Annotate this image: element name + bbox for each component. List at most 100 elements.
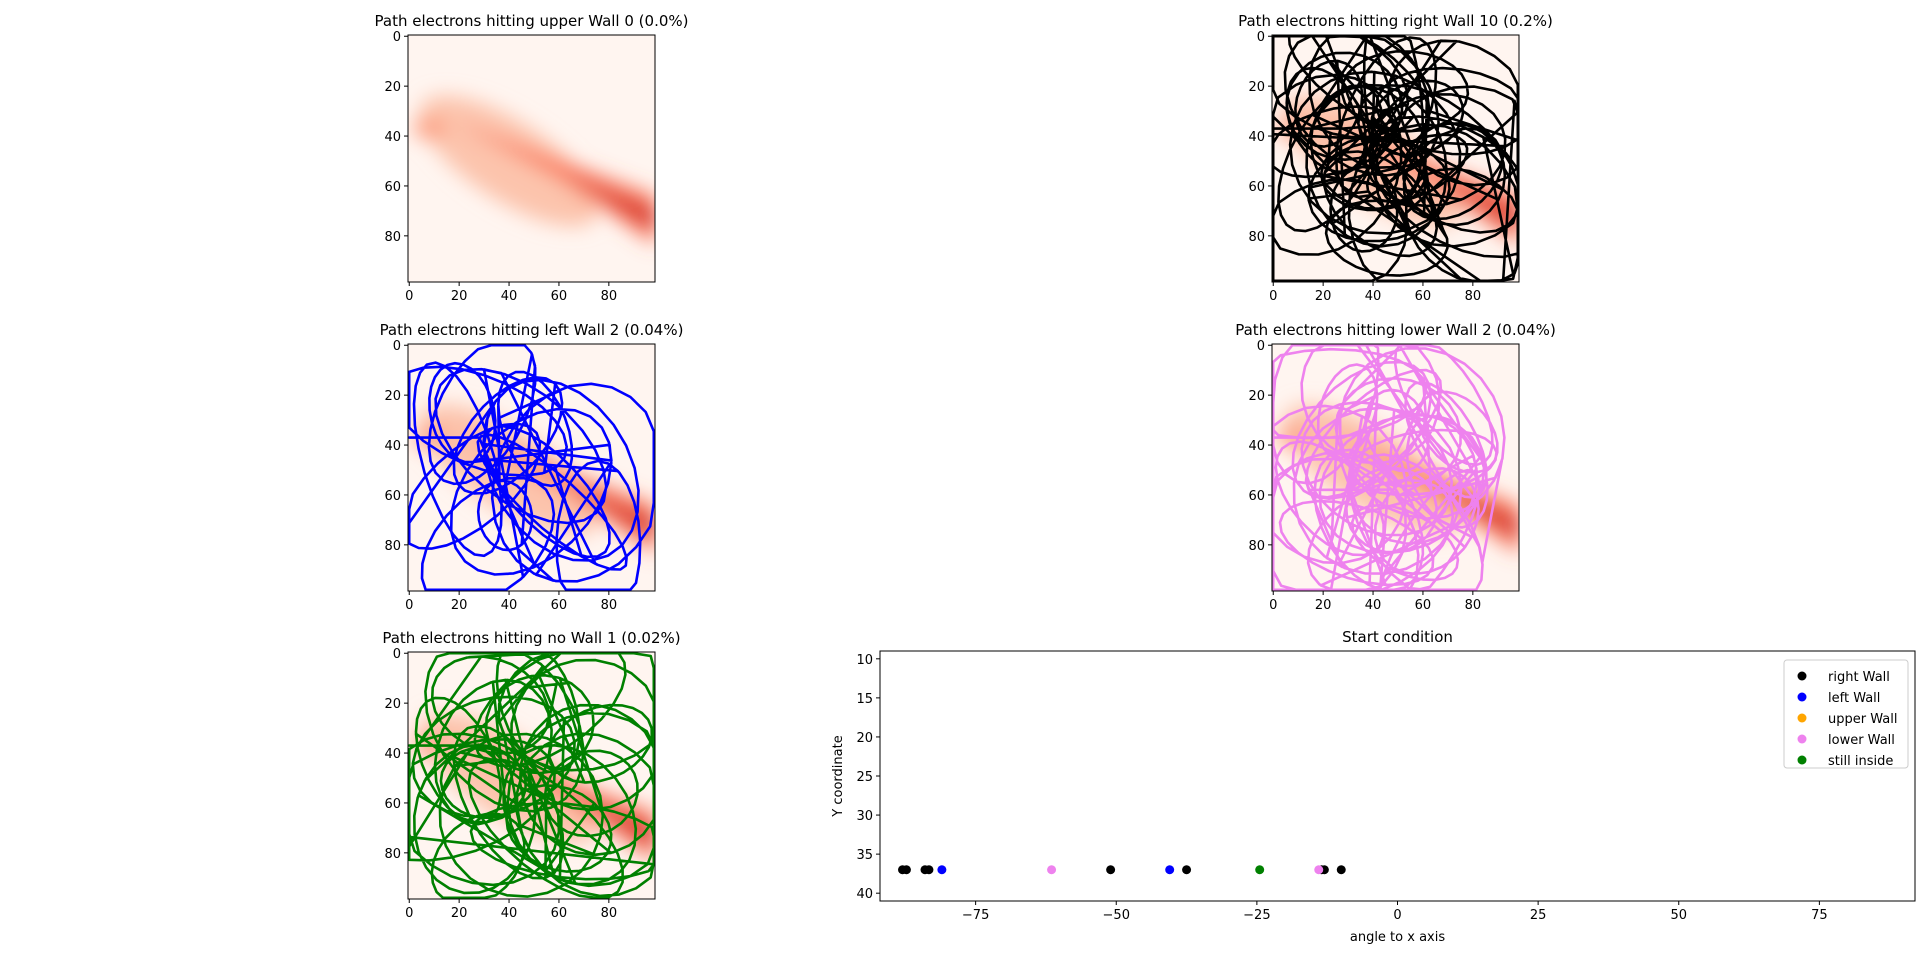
chart-title: Start condition [1342,628,1453,646]
heat-middle [1318,121,1519,245]
data-point [901,865,911,875]
x-tick-label: 0 [405,289,413,304]
legend: right Wall left Wall upper Wall lower Wall s… [1783,659,1909,769]
x-tick-label: 20 [451,906,468,921]
y-tick-label: 40 [1248,439,1265,454]
x-tick-label: 40 [501,906,518,921]
x-tick-label: 60 [551,289,568,304]
panel-title: Path electrons hitting left Wall 2 (0.04… [380,321,684,339]
panel-title: Path electrons hitting lower Wall 2 (0.0… [1235,321,1556,339]
heatmap-image [408,35,655,282]
y-tick-label: 15 [856,692,873,707]
x-tick-label: 60 [551,598,568,613]
heat-core [558,787,655,848]
x-tick-label: 20 [451,289,468,304]
data-point [1182,865,1192,875]
heatmap-panel-1: 0 20 40 60 80 0 20 40 60 80 Path electrons hitting… [375,12,689,304]
axes-frame [879,650,1916,902]
y-tick-label: 20 [856,731,873,746]
y-tick-label: 20 [384,80,401,95]
legend-marker [1797,755,1807,765]
heatmap-panel-5: 0 20 40 60 80 0 20 40 60 80 Path electrons hitting… [382,629,680,921]
legend-label: upper Wall [1828,712,1897,727]
x-tick-label: 20 [1315,289,1332,304]
data-point [1165,865,1175,875]
data-point [1336,865,1346,875]
y-tick-label: 20 [1248,389,1265,404]
x-tick-label: 0 [1393,908,1401,923]
y-tick-label: 80 [384,847,401,862]
x-tick-label: 60 [1415,289,1432,304]
x-tick-label: 50 [1670,908,1687,923]
panel-title: Path electrons hitting upper Wall 0 (0.0… [375,12,689,30]
y-tick-label: 0 [393,647,401,662]
x-tick-label: 0 [405,906,413,921]
axes-frame [407,343,656,592]
data-point [924,865,934,875]
y-tick-label: 20 [384,697,401,712]
heat-band [411,95,655,245]
heat-middle [454,430,655,554]
x-tick-label: 0 [1269,289,1277,304]
legend-marker [1797,671,1807,681]
y-tick-label: 10 [856,653,873,668]
electron-path [1272,35,1519,282]
y-tick-label: 40 [384,439,401,454]
y-tick-label: 40 [384,747,401,762]
legend-marker [1797,692,1807,702]
y-tick-label: 0 [393,30,401,45]
x-tick-label: 20 [451,598,468,613]
y-tick-label: 35 [856,848,873,863]
start-condition-panel: −75 −50 −25 0 25 50 75 10 15 20 25 30 35 40 Start cond… [831,628,1916,945]
legend-marker [1797,713,1807,723]
legend-label: left Wall [1828,691,1880,706]
y-tick-label: 60 [1248,180,1265,195]
x-tick-label: 40 [501,598,518,613]
heatmap-panel-2: 0 20 40 60 80 0 20 40 60 80 Path electrons hitting… [1238,12,1553,304]
y-tick-label: 0 [1257,30,1265,45]
y-tick-label: 0 [1257,339,1265,354]
heat-entry [411,118,447,139]
y-tick-label: 60 [384,797,401,812]
series-still-inside [1255,865,1265,875]
data-point [1047,865,1057,875]
series-lower-wall [1047,865,1324,875]
legend-label: lower Wall [1828,733,1895,748]
y-tick-label: 40 [856,887,873,902]
x-tick-label: 0 [405,598,413,613]
x-tick-label: 40 [1365,289,1382,304]
legend-label: right Wall [1828,670,1890,685]
y-tick-label: 80 [384,230,401,245]
x-tick-label: 0 [1269,598,1277,613]
y-tick-label: 25 [856,770,873,785]
legend-box [1783,659,1909,769]
axes-frame [407,34,656,283]
y-tick-label: 20 [384,389,401,404]
y-tick-label: 60 [1248,489,1265,504]
legend-label: still inside [1828,754,1893,769]
legend-marker [1797,734,1807,744]
heat-outer [419,95,599,227]
x-tick-label: −75 [962,908,989,923]
y-axis-label: Y coordinate [831,735,846,817]
x-tick-label: 80 [601,598,618,613]
y-tick-label: 60 [384,489,401,504]
y-tick-label: 80 [1248,230,1265,245]
x-tick-label: 80 [1465,289,1482,304]
x-tick-label: −25 [1243,908,1270,923]
x-tick-label: −50 [1103,908,1130,923]
heatmap-panel-3: 0 20 40 60 80 0 20 40 60 80 Path electrons hitting… [380,321,684,613]
y-tick-label: 20 [1248,80,1265,95]
y-tick-label: 40 [1248,130,1265,145]
x-tick-label: 75 [1811,908,1828,923]
electron-path [408,652,655,899]
heat-middle [454,121,655,245]
data-point [937,865,947,875]
y-tick-label: 80 [1248,539,1265,554]
electron-path [408,344,655,591]
x-tick-label: 80 [601,289,618,304]
axes-frame [1271,343,1520,592]
x-tick-label: 80 [1465,598,1482,613]
y-tick-label: 30 [856,809,873,824]
